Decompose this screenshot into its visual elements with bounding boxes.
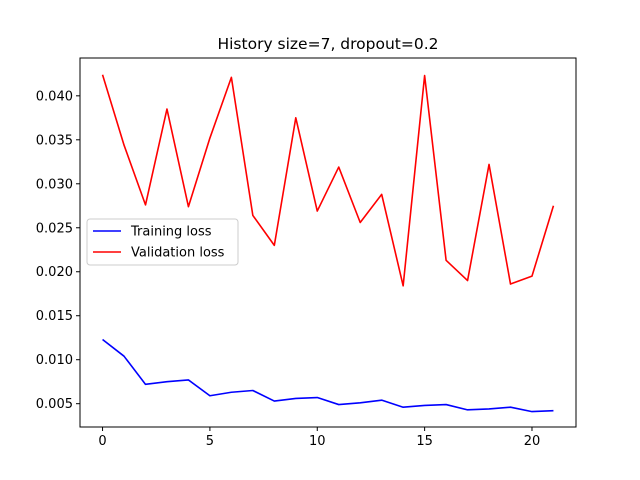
- y-tick-label-0: 0.005: [36, 397, 73, 412]
- y-tick-label-7: 0.040: [36, 89, 73, 104]
- plot-area: [101, 74, 555, 413]
- legend-label-0: Training loss: [130, 225, 212, 240]
- chart-title: History size=7, dropout=0.2: [217, 35, 438, 53]
- y-tick-label-4: 0.025: [36, 221, 73, 236]
- y-tick-label-3: 0.020: [36, 265, 73, 280]
- x-tick-label-2: 10: [309, 434, 326, 449]
- x-tick-label-3: 15: [416, 434, 433, 449]
- axes: 0 5 10 15 20 0.005 0.010 0.015 0.020 0.025 0.030 0.…: [36, 57, 577, 449]
- x-tick-label-1: 5: [206, 434, 214, 449]
- legend-label-1: Validation loss: [131, 246, 225, 261]
- series-line-0: [102, 338, 554, 413]
- x-tick-label-4: 20: [524, 434, 541, 449]
- y-tick-label-6: 0.035: [36, 133, 73, 148]
- y-tick-label-5: 0.030: [36, 177, 73, 192]
- y-tick-label-2: 0.015: [36, 309, 73, 324]
- legend-box: [86, 218, 239, 266]
- y-tick-label-1: 0.010: [36, 353, 73, 368]
- series-line-1: [101, 74, 555, 287]
- legend: Training loss Validation loss: [86, 218, 239, 266]
- x-tick-label-0: 0: [98, 434, 106, 449]
- axes-frame: [79, 57, 577, 428]
